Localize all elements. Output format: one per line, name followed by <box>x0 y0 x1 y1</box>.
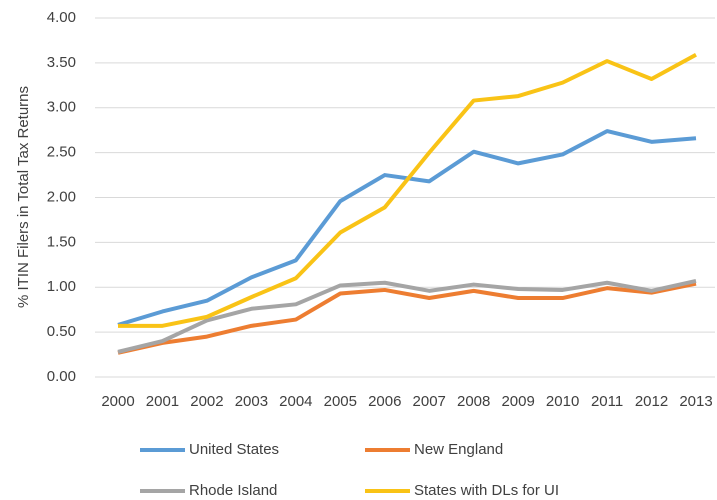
legend-label: States with DLs for UI <box>414 482 559 499</box>
x-tick-label: 2001 <box>146 393 179 410</box>
y-tick-label: 0.00 <box>47 368 76 385</box>
x-tick-label: 2004 <box>279 393 312 410</box>
x-tick-label: 2013 <box>679 393 712 410</box>
y-tick-label: 4.00 <box>47 9 76 26</box>
series-line <box>118 53 697 328</box>
x-tick-label: 2006 <box>368 393 401 410</box>
legend-label: New England <box>414 441 503 458</box>
x-tick-label: 2005 <box>324 393 357 410</box>
x-tick-label: 2011 <box>591 393 623 410</box>
y-axis-label: % ITIN Filers in Total Tax Returns <box>15 86 32 308</box>
legend-label: United States <box>189 441 279 458</box>
y-tick-label: 2.00 <box>47 188 76 205</box>
y-tick-label: 3.00 <box>47 99 76 116</box>
x-tick-label: 2010 <box>546 393 579 410</box>
y-tick-label: 1.50 <box>47 233 76 250</box>
x-tick-label: 2000 <box>101 393 134 410</box>
x-tick-label: 2008 <box>457 393 490 410</box>
x-tick-label: 2003 <box>235 393 268 410</box>
x-tick-label: 2007 <box>413 393 446 410</box>
series-line <box>117 279 697 354</box>
x-tick-label: 2012 <box>635 393 668 410</box>
x-tick-label: 2009 <box>501 393 534 410</box>
y-tick-label: 0.50 <box>47 323 76 340</box>
legend-label: Rhode Island <box>189 482 277 499</box>
y-tick-label: 1.00 <box>47 278 76 295</box>
y-tick-label: 2.50 <box>47 144 76 161</box>
y-tick-label: 3.50 <box>47 54 76 71</box>
x-tick-label: 2002 <box>190 393 223 410</box>
series-line <box>117 281 697 355</box>
